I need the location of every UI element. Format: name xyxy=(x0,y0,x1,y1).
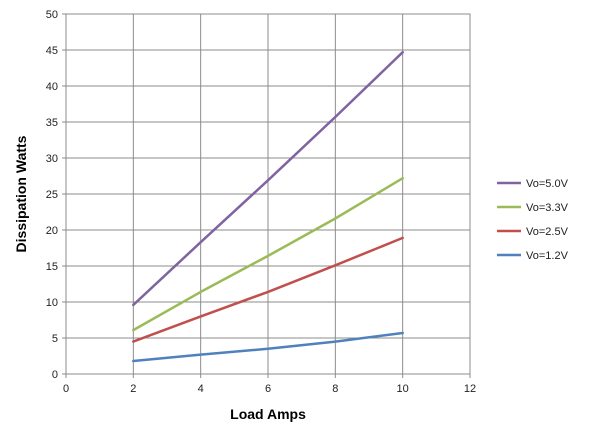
x-tick-label: 4 xyxy=(198,383,204,395)
y-tick-label: 25 xyxy=(46,189,58,201)
legend-label-3: Vo=1.2V xyxy=(526,250,569,262)
legend-label-0: Vo=5.0V xyxy=(526,178,569,190)
y-tick-label: 20 xyxy=(46,225,58,237)
legend-label-2: Vo=2.5V xyxy=(526,226,569,238)
x-tick-label: 6 xyxy=(265,383,271,395)
y-tick-label: 5 xyxy=(52,333,58,345)
plot-area-border xyxy=(65,13,471,375)
y-tick-label: 40 xyxy=(46,81,58,93)
series-line-2 xyxy=(132,236,404,343)
legend: Vo=5.0V Vo=3.3V Vo=2.5V Vo=1.2V xyxy=(497,178,569,262)
y-tick-label: 0 xyxy=(52,369,58,381)
y-tick-label: 35 xyxy=(46,117,58,129)
y-tick-label: 45 xyxy=(46,45,58,57)
series-lines xyxy=(132,50,404,363)
axes: 0 5 10 15 20 25 30 35 40 45 50 0 2 4 6 8 10 12 xyxy=(46,9,476,395)
x-tick-label: 12 xyxy=(464,383,476,395)
y-tick-label: 10 xyxy=(46,297,58,309)
y-tick-label: 50 xyxy=(46,9,58,21)
y-tick-label: 15 xyxy=(46,261,58,273)
x-tick-label: 8 xyxy=(332,383,338,395)
series-line-1 xyxy=(132,176,404,332)
x-tick-label: 0 xyxy=(63,383,69,395)
y-tick-label: 30 xyxy=(46,153,58,165)
legend-label-1: Vo=3.3V xyxy=(526,202,569,214)
x-tick-label: 10 xyxy=(397,383,409,395)
x-tick-label: 2 xyxy=(130,383,136,395)
series-line-0 xyxy=(132,50,404,307)
series-line-3 xyxy=(132,331,404,363)
y-axis-title: Dissipation Watts xyxy=(13,135,29,252)
x-axis-title: Load Amps xyxy=(230,406,306,422)
